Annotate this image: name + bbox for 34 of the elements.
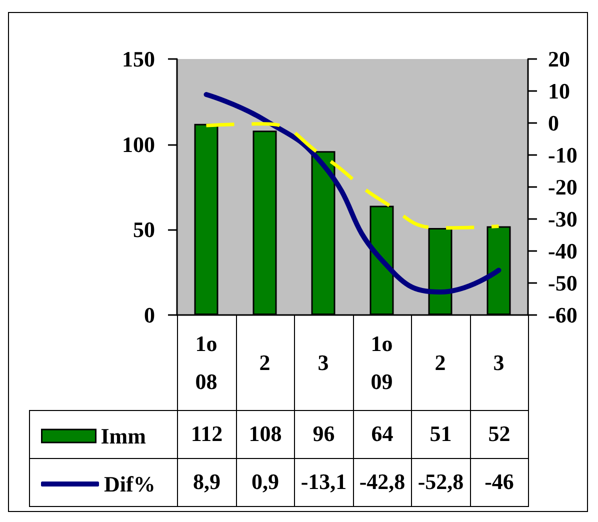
data-label: -13,1 [300,469,347,494]
data-label: -46 [484,469,514,494]
line-series [204,122,500,230]
x-tick-label: 3 [493,350,504,375]
data-label: 108 [248,421,282,446]
x-tick-label: 2 [259,350,270,375]
data-label: 8,9 [193,469,220,494]
y-tick-label: 50 [133,217,155,242]
y2-tick-label: -10 [548,142,578,168]
y-tick-label: 0 [144,302,155,328]
data-label: 0,9 [252,469,279,494]
y2-tick-label: -60 [548,302,578,328]
y2-tick-label: 0 [548,110,559,136]
y2-tick-label: -50 [548,270,578,296]
legend-label: Dif% [104,472,156,496]
y-tick-label: 150 [122,46,155,72]
legend-label: Imm [100,424,146,448]
y2-tick-label: -20 [548,174,578,200]
data-label: 96 [312,421,335,446]
data-label: 51 [430,421,452,446]
y2-tick-label: -40 [548,238,578,264]
y2-tick-label: -30 [548,206,578,232]
x-tick-label: 1o 09 [370,331,393,394]
y-tick-label: 100 [122,132,155,157]
y2-tick-label: 10 [548,78,570,104]
y2-tick-label: 20 [548,46,570,72]
x-tick-label: 3 [318,350,329,375]
data-label: -42,8 [359,469,406,494]
data-label: 52 [488,421,510,446]
x-tick-label: 1o 08 [195,331,218,394]
data-label: 64 [371,421,394,446]
x-tick-label: 2 [434,350,446,375]
data-label: 112 [190,421,223,446]
data-label: -52,8 [418,469,464,494]
